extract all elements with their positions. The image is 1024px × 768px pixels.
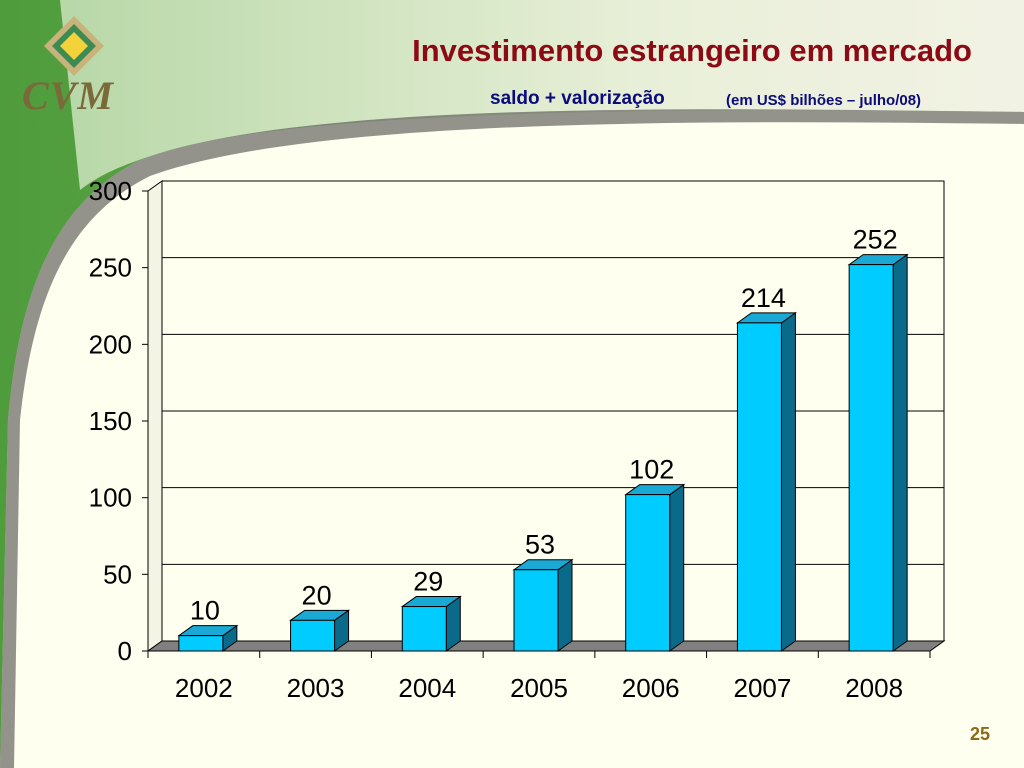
y-tick-label: 0: [118, 636, 132, 666]
bar-side: [780, 311, 796, 652]
data-label: 20: [302, 580, 332, 610]
x-tick-label: 2008: [845, 673, 903, 703]
y-tick-label: 200: [89, 329, 132, 359]
cvm-logo-icon: [44, 16, 104, 76]
bar: [625, 494, 671, 652]
data-label: 214: [741, 283, 786, 313]
y-tick-label: 150: [89, 406, 132, 436]
bar: [513, 569, 559, 652]
y-tick-label: 250: [89, 253, 132, 283]
data-label: 29: [413, 567, 443, 597]
slide-title: Investimento estrangeiro em mercado: [412, 33, 972, 68]
bar-side: [669, 483, 685, 652]
bar: [736, 322, 782, 652]
bar-side: [892, 253, 908, 652]
data-label: 102: [629, 455, 674, 485]
data-label: 252: [853, 225, 898, 255]
bar: [178, 635, 224, 652]
bar: [401, 606, 447, 652]
unit-note: (em US$ bilhões – julho/08): [726, 92, 922, 109]
page-number: 25: [970, 724, 991, 744]
x-tick-label: 2005: [510, 673, 568, 703]
data-label: 10: [190, 596, 220, 626]
data-label: 53: [525, 530, 555, 560]
bar: [848, 264, 894, 652]
slide-subtitle: saldo + valorização: [490, 88, 665, 109]
y-tick-label: 50: [103, 559, 132, 589]
x-tick-label: 2002: [175, 673, 233, 703]
x-tick-label: 2006: [622, 673, 680, 703]
plot-side-wall: [147, 180, 163, 652]
x-tick-label: 2004: [398, 673, 456, 703]
bar: [290, 619, 336, 652]
x-tick-label: 2003: [287, 673, 345, 703]
y-tick-label: 100: [89, 483, 132, 513]
x-tick-label: 2007: [734, 673, 792, 703]
y-tick-label: 300: [89, 176, 132, 206]
logo-text: CVM: [22, 73, 114, 118]
bar-side: [557, 558, 573, 652]
